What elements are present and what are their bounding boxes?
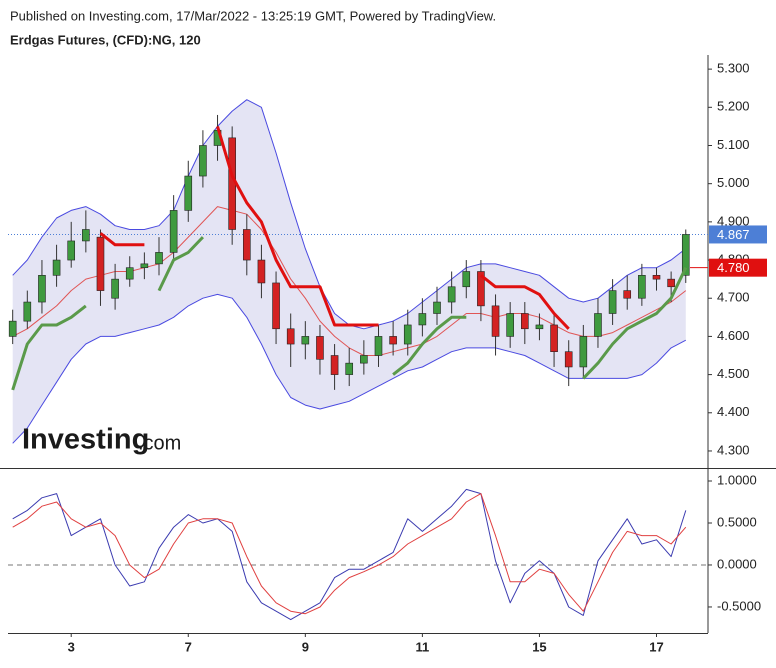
candle-body [330, 355, 339, 375]
candle-body [462, 271, 471, 288]
y-tick-label: 5.300 [717, 61, 750, 76]
candle-body [374, 336, 383, 356]
y-tick-label: 0.5000 [717, 514, 757, 529]
supertrend-up [11, 236, 688, 391]
candle-body [228, 137, 236, 230]
candle-body [506, 313, 514, 337]
candle-body [433, 301, 441, 314]
chart-title: Erdgas Futures, (CFD):NG, 120 [10, 32, 201, 47]
x-tick-label: 15 [532, 639, 546, 654]
oscillator-line [12, 493, 687, 615]
y-tick-label: 4.500 [717, 366, 750, 381]
candle-body [199, 145, 207, 177]
candle-body [96, 236, 105, 291]
candle-body [272, 282, 280, 330]
candle-body [477, 271, 485, 307]
y-tick-label: 4.300 [717, 442, 750, 457]
published-note: Published on Investing.com, 17/Mar/2022 … [10, 8, 496, 23]
candle-body [125, 267, 134, 280]
price-tag-label: 4.780 [717, 260, 750, 275]
candle-body [184, 175, 193, 211]
watermark-main: Investing [22, 424, 149, 456]
y-tick-label: 4.400 [717, 404, 750, 419]
candle-body [491, 305, 500, 337]
candle-body [52, 259, 61, 276]
candle-body [155, 252, 163, 265]
candle-body [23, 301, 32, 322]
candle-body [111, 278, 119, 299]
candle-body [418, 313, 427, 326]
candle-body [360, 355, 368, 364]
candle-body [67, 240, 76, 261]
y-tick-label: 5.000 [717, 175, 750, 190]
y-tick-label: 4.900 [717, 213, 750, 228]
candle-body [608, 290, 617, 314]
candle-body [535, 324, 544, 330]
candle-body [169, 210, 178, 253]
candle-body [638, 275, 646, 299]
y-tick-label: 4.700 [717, 290, 750, 305]
candle-body [403, 324, 412, 345]
price-tag-label: 4.867 [717, 227, 750, 242]
x-tick-label: 9 [302, 639, 309, 654]
candle-body [301, 336, 310, 345]
price-tag [709, 225, 767, 244]
candle-body [345, 362, 354, 375]
y-tick-label: 0.0000 [717, 556, 757, 571]
candle-body [579, 336, 588, 368]
candle-body [667, 278, 675, 288]
candle-body [286, 328, 295, 345]
watermark: Investing .com [22, 424, 181, 456]
candle-body [242, 229, 251, 261]
y-tick-label: 5.200 [717, 99, 750, 114]
x-tick-label: 11 [416, 639, 430, 654]
candle-body [257, 259, 266, 284]
y-tick-label: 5.100 [717, 137, 750, 152]
oscillator-line [12, 488, 687, 621]
candle-body [140, 263, 149, 268]
y-tick-label: 1.0000 [717, 472, 757, 487]
price-tag [709, 258, 767, 277]
supertrend-down [99, 125, 570, 330]
lower-band [12, 293, 687, 444]
candle-body [681, 234, 690, 276]
candle-body [521, 313, 529, 330]
candle-body [8, 320, 17, 337]
y-tick-label: 4.600 [717, 328, 750, 343]
candle-body [389, 336, 397, 345]
y-tick-label: -0.5000 [717, 598, 761, 613]
candle-body [447, 286, 456, 303]
candle-body [623, 290, 632, 299]
candle-body [550, 324, 558, 352]
watermark-suffix: .com [138, 432, 181, 454]
candle-body [38, 275, 46, 303]
x-tick-label: 7 [185, 639, 192, 654]
candle-body [82, 229, 90, 242]
candle-body [652, 275, 661, 280]
x-tick-label: 3 [68, 639, 75, 654]
candle-body [564, 351, 573, 368]
x-tick-label: 17 [649, 639, 663, 654]
candle-body [316, 336, 324, 360]
candle-body [594, 313, 602, 337]
